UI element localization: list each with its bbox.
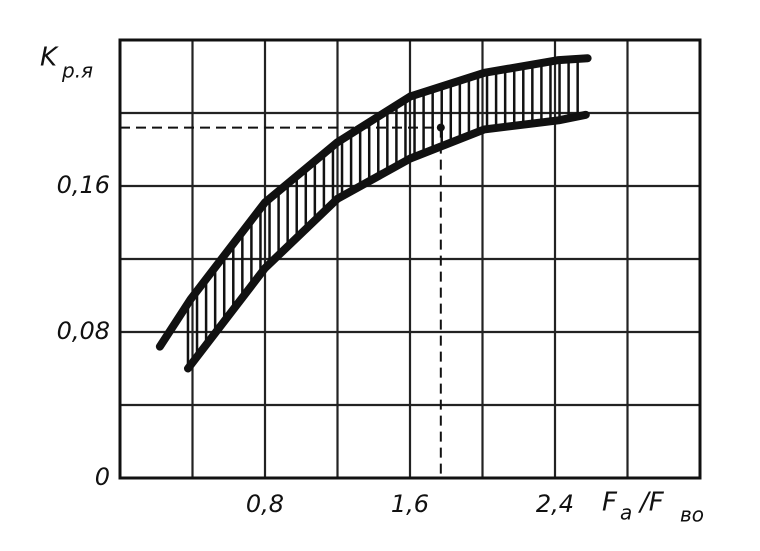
band-curve	[183, 110, 590, 373]
band-curve	[155, 54, 592, 351]
x-label-sub1: a	[620, 501, 632, 525]
y-tick-label: 0,16	[57, 171, 110, 199]
grid-layer	[120, 40, 700, 478]
reference-point	[436, 123, 445, 132]
y-label: K	[40, 43, 59, 73]
y-tick-label: 0,08	[57, 317, 110, 345]
x-label-f1: F	[602, 488, 618, 518]
x-tick-label: 2,4	[536, 490, 574, 518]
y-tick-label: 0	[95, 463, 110, 491]
plot-frame	[118, 38, 702, 480]
data-layer	[120, 54, 592, 478]
x-tick-label: 1,6	[391, 490, 429, 518]
x-label-sub2: во	[680, 503, 704, 527]
x-label-f2: /F	[638, 488, 665, 518]
y-label-sub: р.я	[61, 59, 93, 83]
x-tick-label: 0,8	[246, 490, 284, 518]
